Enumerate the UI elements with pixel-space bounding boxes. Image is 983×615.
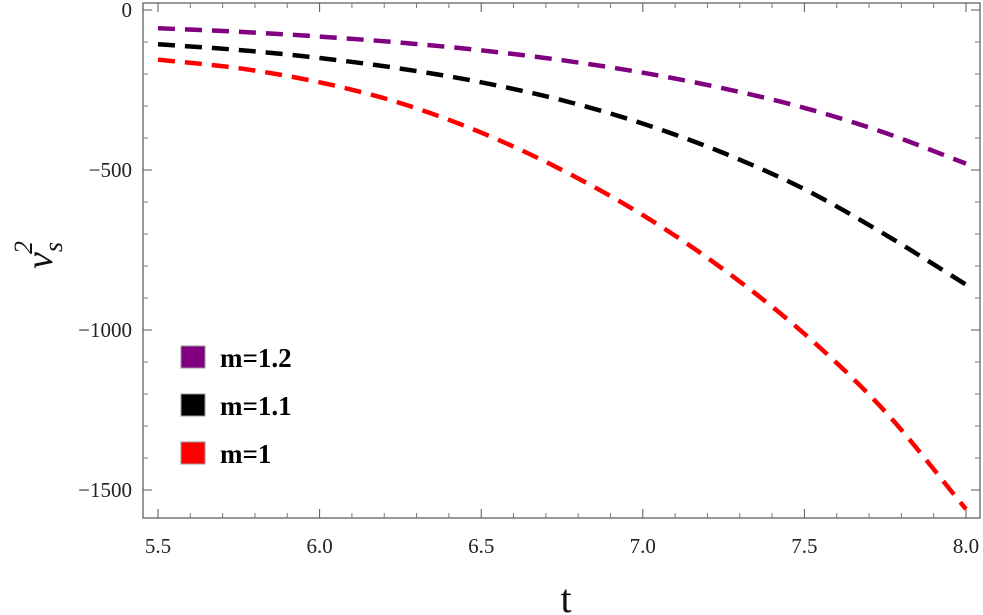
y-tick-label: 0 [122, 0, 133, 22]
y-tick-label: −500 [89, 158, 132, 182]
x-tick-label: 7.0 [630, 534, 656, 558]
legend-swatch [180, 393, 206, 417]
legend-label: m=1.1 [220, 391, 292, 421]
plot-frame [142, 2, 981, 519]
series-line-m=1.1 [157, 41, 968, 287]
series-line-m=1.2 [157, 25, 967, 166]
legend-label: m=1 [220, 439, 271, 469]
series-line-m=1 [157, 57, 968, 511]
legend-label: m=1.2 [220, 343, 292, 373]
y-axis-title-base: v [19, 252, 61, 269]
y-tick-label: −1500 [78, 478, 132, 502]
legend-swatch [180, 345, 206, 369]
x-tick-label: 7.5 [791, 534, 817, 558]
x-tick-label: 5.5 [145, 534, 171, 558]
y-axis-title: vs2 [9, 241, 68, 269]
y-axis-title-sub: s [39, 242, 68, 252]
x-tick-label: 8.0 [953, 534, 979, 558]
x-tick-label: 6.5 [468, 534, 494, 558]
legend-swatch [180, 441, 206, 465]
y-axis-title-sup: 2 [9, 241, 38, 254]
svg-text:vs2: vs2 [9, 241, 68, 269]
x-axis-title: t [560, 576, 571, 615]
x-tick-label: 6.0 [306, 534, 332, 558]
y-tick-label: −1000 [78, 318, 132, 342]
